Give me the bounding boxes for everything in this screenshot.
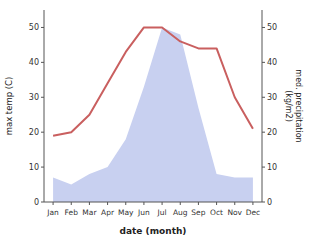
x-tick-label: Jul <box>157 208 167 217</box>
x-tick-label: May <box>118 208 134 217</box>
x-tick-label: Jun <box>137 208 150 217</box>
y2-axis-line <box>262 10 263 202</box>
y-tick-label: 30 <box>29 93 39 102</box>
x-axis-label: date (month) <box>120 226 187 236</box>
y2-tick <box>262 62 265 63</box>
y-tick <box>41 27 44 28</box>
y2-axis-label: med. precipitation(kg/m2) <box>284 69 303 142</box>
y-tick-label: 50 <box>29 23 39 32</box>
y-axis-line <box>44 10 45 202</box>
y2-tick <box>262 132 265 133</box>
x-tick <box>216 202 217 205</box>
chart: 0 10 20 30 40 50 0 10 20 30 40 50 Jan FebMar AprMayJun… <box>0 0 318 242</box>
plot-area <box>53 27 253 202</box>
y-axis-label: max temp (C) <box>4 77 14 136</box>
x-tick <box>71 202 72 205</box>
y-tick <box>41 62 44 63</box>
x-tick-label: Mar <box>82 208 97 217</box>
x-tick-label: Jan <box>46 208 59 217</box>
x-tick-label: Apr <box>101 208 115 217</box>
y-tick-label: 0 <box>34 198 39 207</box>
x-tick <box>107 202 108 205</box>
y2-tick-label: 0 <box>267 198 272 207</box>
y2-tick-label: 50 <box>267 23 277 32</box>
line <box>53 27 253 135</box>
y2-tick <box>262 27 265 28</box>
x-tick <box>252 202 253 205</box>
x-tick-label: Feb <box>65 208 79 217</box>
x-tick <box>162 202 163 205</box>
y2-tick-label: 30 <box>267 93 277 102</box>
x-axis-line <box>44 202 262 203</box>
y-tick-label: 40 <box>29 58 39 67</box>
x-tick <box>125 202 126 205</box>
y-tick <box>41 202 44 203</box>
x-tick-label: Nov <box>227 208 242 217</box>
y-tick <box>41 132 44 133</box>
x-tick <box>53 202 54 205</box>
y2-tick-label: 10 <box>267 163 277 172</box>
x-tick <box>89 202 90 205</box>
y2-tick-label: 20 <box>267 128 277 137</box>
y2-tick <box>262 202 265 203</box>
y-tick <box>41 97 44 98</box>
y-tick-label: 20 <box>29 128 39 137</box>
x-tick <box>180 202 181 205</box>
y-tick-label: 10 <box>29 163 39 172</box>
x-tick-label: Sep <box>191 208 205 217</box>
x-tick <box>198 202 199 205</box>
y-tick <box>41 167 44 168</box>
x-tick-label: Dec <box>246 208 261 217</box>
x-tick-label: Aug <box>173 208 188 217</box>
area <box>53 27 253 202</box>
x-tick <box>143 202 144 205</box>
x-tick-label: Oct <box>210 208 223 217</box>
y2-tick-label: 40 <box>267 58 277 67</box>
x-tick <box>234 202 235 205</box>
y2-tick <box>262 97 265 98</box>
y2-tick <box>262 167 265 168</box>
